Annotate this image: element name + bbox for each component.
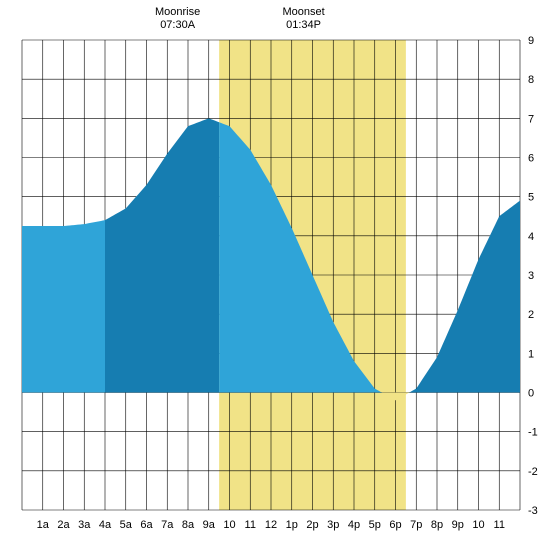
x-tick-label: 8p (431, 519, 443, 531)
moonset-label: Moonset (274, 6, 334, 19)
y-tick-label: 4 (528, 231, 534, 243)
x-tick-label: 1a (37, 519, 50, 531)
x-tick-label: 1p (286, 519, 298, 531)
x-tick-label: 11 (494, 519, 505, 531)
y-tick-label: 2 (528, 309, 534, 321)
y-tick-label: 8 (528, 74, 534, 86)
x-tick-label: 2p (306, 519, 318, 531)
y-tick-label: 1 (528, 348, 534, 360)
moonrise-time: 07:30A (148, 19, 208, 32)
x-tick-label: 11 (245, 519, 256, 531)
x-tick-label: 7p (410, 519, 422, 531)
moonset-annotation: Moonset 01:34P (274, 6, 334, 32)
y-tick-label: -3 (528, 505, 538, 517)
moonrise-annotation: Moonrise 07:30A (148, 6, 208, 32)
y-tick-label: 9 (528, 35, 534, 47)
x-tick-label: 6a (140, 519, 153, 531)
y-tick-label: 6 (528, 153, 534, 165)
x-tick-label: 10 (472, 519, 484, 531)
x-tick-label: 6p (389, 519, 401, 531)
x-tick-label: 3a (78, 519, 91, 531)
y-tick-label: 0 (528, 388, 534, 400)
x-tick-label: 3p (327, 519, 339, 531)
x-tick-label: 5a (120, 519, 133, 531)
x-tick-label: 10 (223, 519, 235, 531)
x-tick-label: 7a (161, 519, 174, 531)
y-tick-label: 3 (528, 270, 534, 282)
x-tick-label: 2a (57, 519, 70, 531)
y-tick-label: -2 (528, 466, 538, 478)
y-tick-label: 5 (528, 192, 534, 204)
x-tick-label: 4a (99, 519, 112, 531)
y-tick-label: 7 (528, 113, 534, 125)
moonrise-label: Moonrise (148, 6, 208, 19)
chart-svg: -3-2-101234567891a2a3a4a5a6a7a8a9a101112… (0, 0, 550, 550)
x-tick-label: 8a (182, 519, 195, 531)
x-tick-label: 4p (348, 519, 360, 531)
tide-chart: -3-2-101234567891a2a3a4a5a6a7a8a9a101112… (0, 0, 550, 550)
x-tick-label: 12 (265, 519, 277, 531)
y-tick-label: -1 (528, 427, 538, 439)
x-tick-label: 5p (369, 519, 381, 531)
x-tick-label: 9p (452, 519, 464, 531)
moonset-time: 01:34P (274, 19, 334, 32)
x-tick-label: 9a (203, 519, 216, 531)
